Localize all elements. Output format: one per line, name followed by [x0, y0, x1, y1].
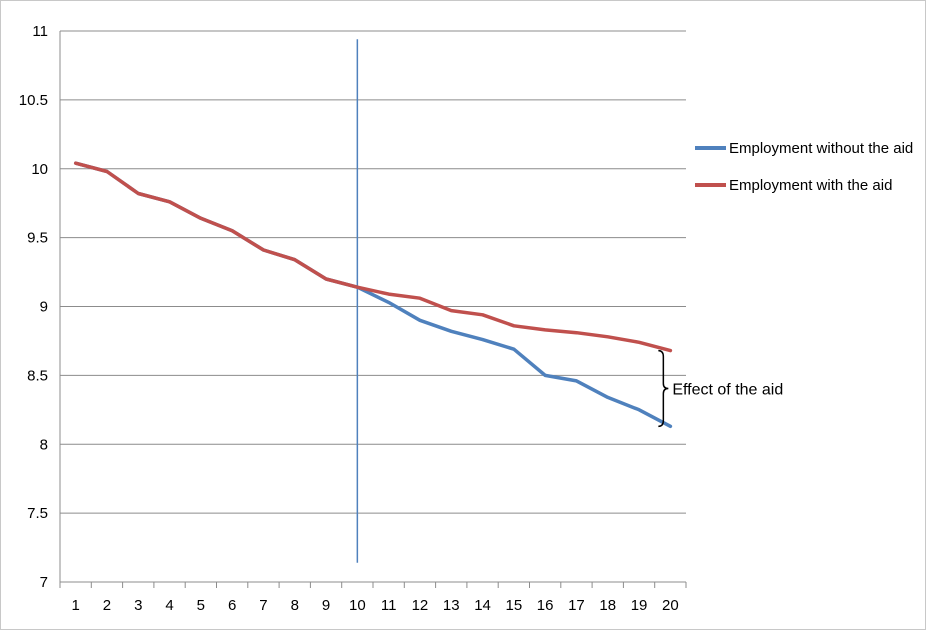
x-tick-label: 1 — [71, 597, 79, 614]
x-tick-label: 13 — [443, 597, 460, 614]
x-tick-label: 12 — [412, 597, 429, 614]
x-tick-label: 9 — [322, 597, 330, 614]
x-tick-label: 18 — [599, 597, 616, 614]
y-tick-label: 8.5 — [27, 367, 48, 384]
y-tick-label: 9 — [40, 299, 48, 316]
x-tick-label: 8 — [291, 597, 299, 614]
legend-label: Employment with the aid — [729, 177, 892, 194]
y-tick-label: 9.5 — [27, 230, 48, 247]
x-tick-label: 16 — [537, 597, 554, 614]
y-tick-label: 10.5 — [19, 92, 48, 109]
x-tick-label: 17 — [568, 597, 585, 614]
x-tick-label: 14 — [474, 597, 491, 614]
y-tick-label: 11 — [32, 23, 48, 40]
y-tick-label: 7.5 — [27, 505, 48, 522]
legend-label: Employment without the aid — [729, 140, 913, 157]
y-tick-label: 8 — [40, 436, 48, 453]
y-tick-label: 10 — [31, 161, 48, 178]
x-tick-label: 20 — [662, 597, 679, 614]
x-tick-label: 3 — [134, 597, 142, 614]
x-tick-label: 10 — [349, 597, 366, 614]
x-tick-label: 15 — [506, 597, 523, 614]
legend: Employment without the aid Employment wit… — [695, 140, 913, 194]
x-tick-label: 2 — [103, 597, 111, 614]
x-tick-label: 11 — [381, 597, 397, 614]
x-tick-label: 4 — [165, 597, 173, 614]
gridlines — [60, 30, 686, 514]
x-tick-label: 19 — [631, 597, 648, 614]
annotation-brace — [658, 349, 669, 428]
x-tick-label: 6 — [228, 597, 236, 614]
x-tick-label: 5 — [197, 597, 205, 614]
series-line-2 — [73, 161, 673, 353]
series-lines — [73, 161, 673, 429]
annotation-label: Effect of the aid — [672, 381, 783, 398]
x-tick-label: 7 — [259, 597, 267, 614]
y-tick-label: 7 — [40, 574, 48, 591]
annotation: Effect of the aid — [658, 349, 783, 428]
